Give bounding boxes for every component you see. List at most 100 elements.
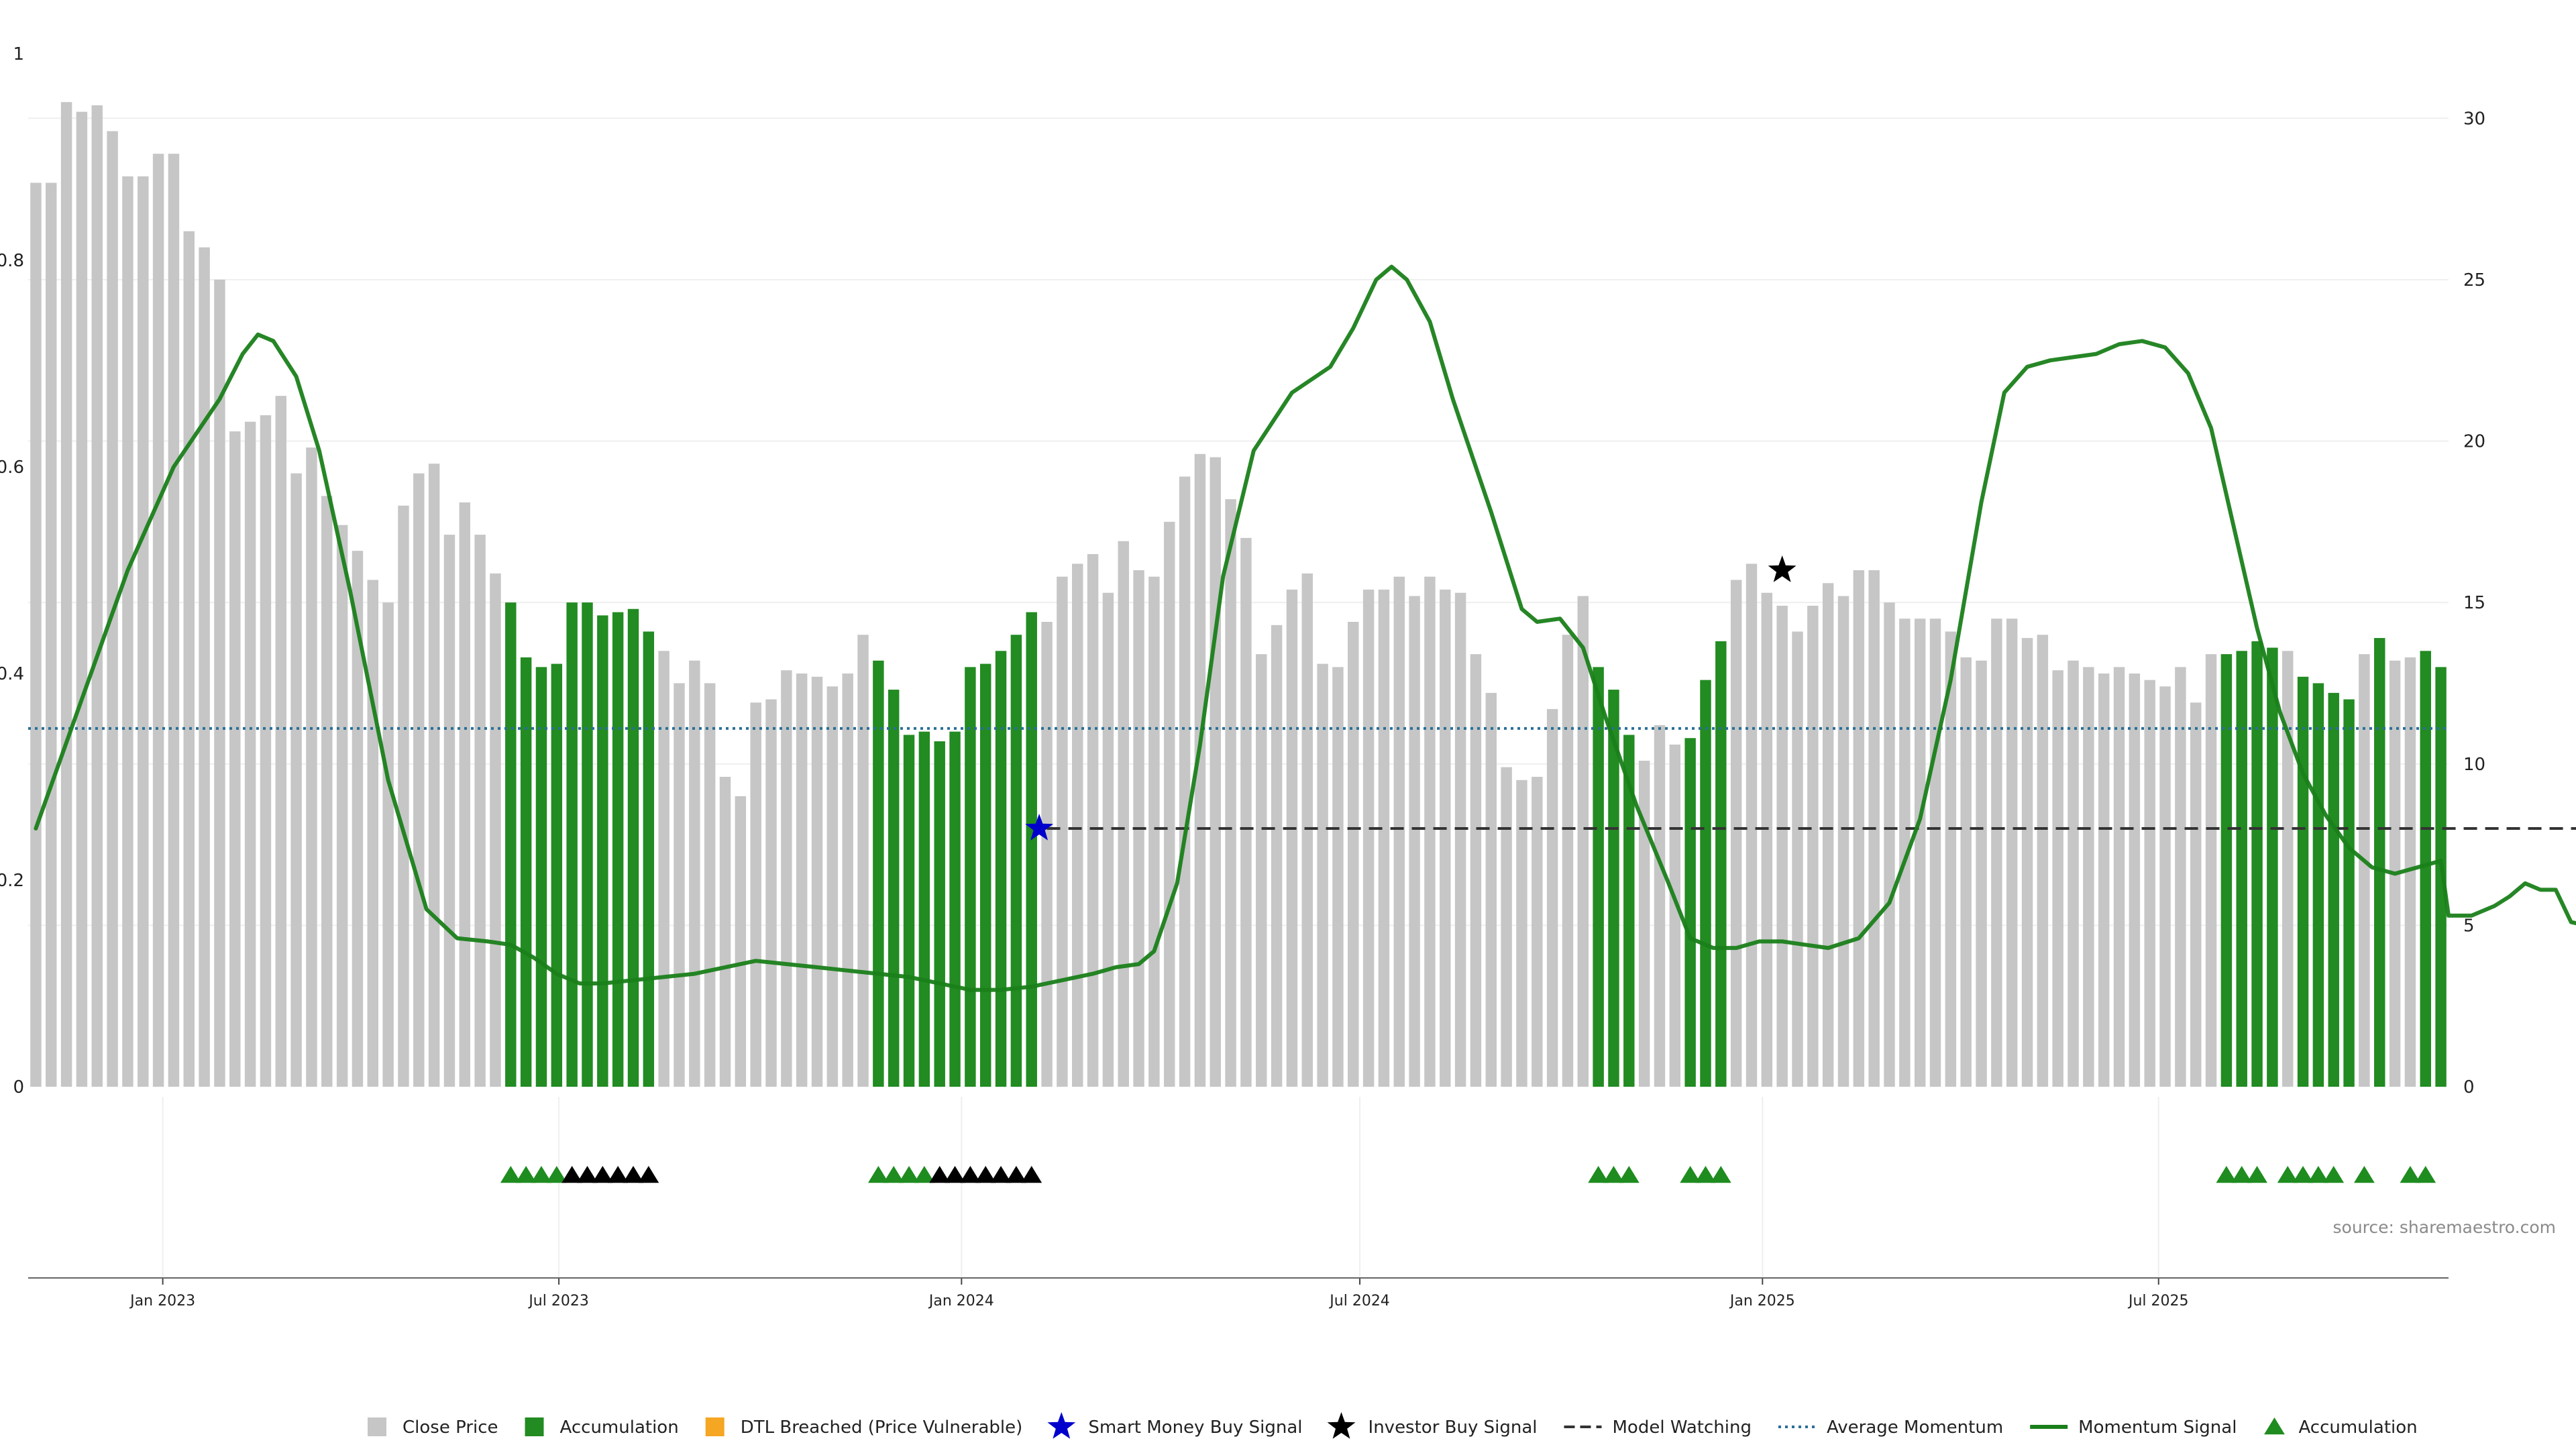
close-price-bar <box>1194 453 1206 1087</box>
accumulation-bar <box>2374 638 2385 1087</box>
close-price-bar <box>1286 589 1298 1087</box>
close-price-bar <box>689 660 700 1087</box>
accumulation-bar <box>888 690 900 1087</box>
accumulation-bar <box>551 663 563 1087</box>
close-price-bar <box>1562 635 1574 1087</box>
close-price-bar <box>1638 760 1650 1087</box>
close-price-bar <box>443 535 455 1087</box>
black-marker <box>638 1166 659 1183</box>
accumulation-marker <box>2292 1166 2314 1183</box>
close-price-bar <box>1210 457 1221 1087</box>
black-marker <box>577 1166 598 1183</box>
black-marker <box>592 1166 613 1183</box>
close-price-bar <box>30 182 42 1087</box>
accumulation-bar <box>1700 680 1711 1087</box>
close-price-bar <box>1669 744 1681 1087</box>
accumulation-bar <box>643 631 655 1087</box>
close-price-bar <box>1991 619 2002 1087</box>
accumulation-bar <box>1010 635 1022 1087</box>
accumulation-marker <box>883 1166 904 1183</box>
close-price-bar <box>2205 654 2217 1087</box>
accumulation-bar <box>1608 690 1619 1087</box>
close-price-bar <box>719 777 731 1087</box>
close-price-bar <box>1776 605 1788 1087</box>
accumulation-bar <box>1715 641 1727 1087</box>
close-price-bar <box>750 702 761 1087</box>
close-price-bar <box>2175 667 2186 1087</box>
accumulation-marker <box>867 1166 889 1183</box>
close-price-bar <box>2098 674 2110 1087</box>
accumulation-bar <box>2420 651 2431 1087</box>
left-axis: 0 0.2 0.4 0.6 0.8 1 <box>0 44 24 1097</box>
right-axis: 0 5 10 15 20 25 30 <box>2463 109 2485 1097</box>
close-price-bar <box>1378 589 1390 1087</box>
close-price-bar <box>1393 576 1405 1087</box>
close-price-bar <box>244 421 256 1087</box>
black-marker <box>561 1166 583 1183</box>
close-price-bar <box>1746 564 1758 1087</box>
close-price-bar <box>1807 605 1819 1087</box>
accumulation-marker <box>914 1166 935 1183</box>
legend-star <box>1047 1412 1076 1439</box>
accumulation-marker <box>2323 1166 2345 1183</box>
black-marker <box>959 1166 981 1183</box>
accumulation-marker <box>2231 1166 2253 1183</box>
accumulation-marker <box>2277 1166 2298 1183</box>
accumulation-bar <box>2251 641 2263 1087</box>
close-price-bar <box>1577 596 1589 1087</box>
close-price-bar <box>490 573 501 1087</box>
smart-money-buy-star <box>1025 814 1054 841</box>
accumulation-bar <box>2267 647 2278 1087</box>
close-price-bar <box>842 674 853 1087</box>
close-price-bar <box>336 525 348 1087</box>
accumulation-bar <box>2343 699 2355 1087</box>
close-price-bar <box>152 154 164 1087</box>
legend-label: Model Watching <box>1613 1417 1752 1438</box>
close-price-bar <box>1409 596 1420 1087</box>
accumulation-bar <box>505 602 517 1087</box>
accumulation-bar <box>520 657 532 1087</box>
close-price-bar <box>1164 521 1175 1087</box>
left-tick-label: 0.6 <box>0 458 24 478</box>
close-price-bar <box>1914 619 1926 1087</box>
accumulation-bar <box>2328 692 2339 1087</box>
close-price-bar <box>1837 596 1849 1087</box>
close-price-bar <box>1761 592 1773 1087</box>
close-price-bar <box>658 651 669 1087</box>
close-price-bar <box>2190 702 2202 1087</box>
right-tick-label: 15 <box>2463 593 2485 613</box>
close-price-bar <box>168 154 180 1087</box>
close-price-bar <box>1485 692 1497 1087</box>
close-price-bar <box>2113 667 2125 1087</box>
accumulation-bar <box>2435 667 2447 1087</box>
accumulation-marker <box>2415 1166 2436 1183</box>
accumulation-marker <box>2247 1166 2267 1183</box>
close-price-bar <box>857 635 869 1087</box>
close-price-bar <box>1148 576 1160 1087</box>
close-price-bar <box>1470 654 1482 1087</box>
legend-swatch <box>705 1417 724 1436</box>
accumulation-marker <box>2354 1166 2375 1183</box>
close-price-bar <box>459 502 471 1087</box>
close-price-bar <box>138 176 149 1087</box>
left-tick-label: 0 <box>13 1077 24 1097</box>
close-price-bar <box>275 396 287 1087</box>
right-tick-label: 25 <box>2463 270 2485 290</box>
close-price-bar <box>1532 777 1543 1087</box>
accumulation-bar <box>582 602 593 1087</box>
legend-label: Accumulation <box>560 1417 679 1438</box>
close-price-bar <box>214 279 225 1087</box>
close-price-bar <box>765 699 777 1087</box>
close-price-bar <box>1546 708 1558 1087</box>
close-price-bar <box>76 111 88 1087</box>
accumulation-marker <box>1695 1166 1716 1183</box>
close-price-bar <box>1301 573 1313 1087</box>
close-price-bar <box>1087 553 1099 1087</box>
left-tick-label: 0.8 <box>0 251 24 271</box>
legend-label: Average Momentum <box>1827 1417 2003 1438</box>
close-price-bar <box>2052 670 2063 1087</box>
close-price-bar <box>2129 674 2141 1087</box>
close-price-bar <box>704 683 716 1087</box>
close-price-bar <box>1332 667 1344 1087</box>
accumulation-bar <box>1593 667 1604 1087</box>
